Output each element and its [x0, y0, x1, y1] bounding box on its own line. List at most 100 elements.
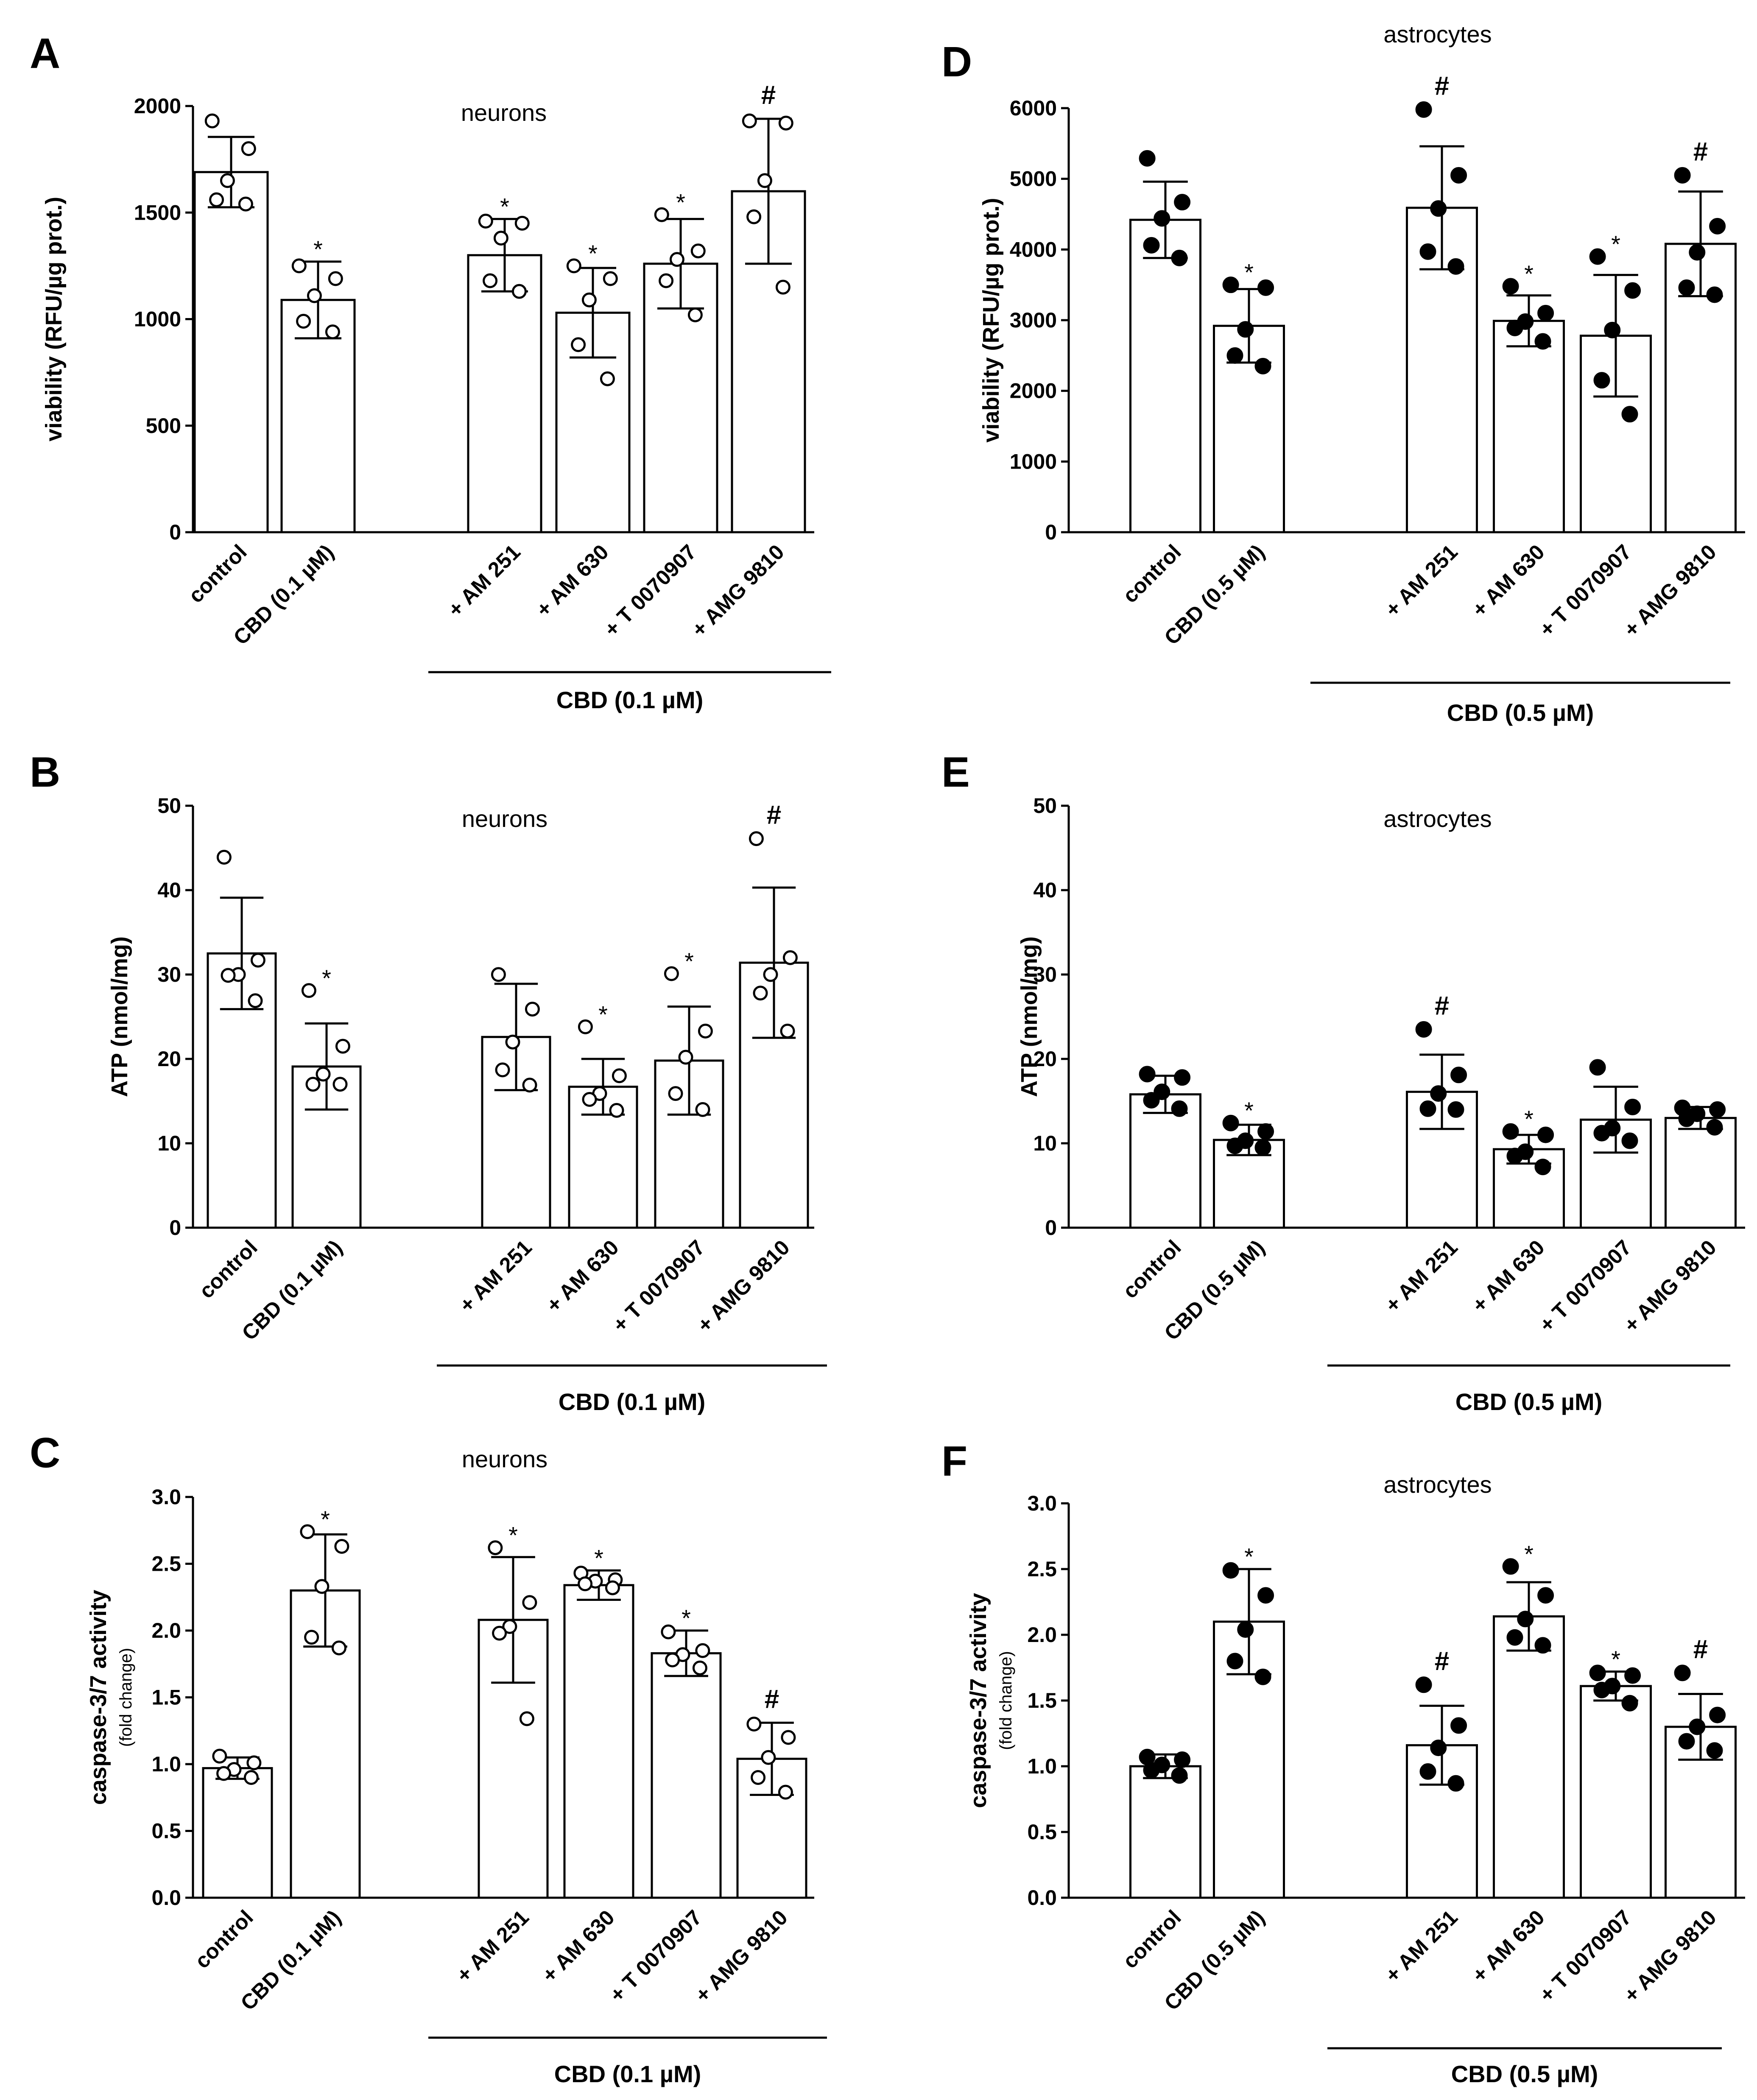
significance-hash: # — [765, 1684, 779, 1714]
data-point — [221, 968, 236, 983]
bar — [1406, 207, 1478, 533]
data-point — [1678, 1733, 1695, 1750]
data-point — [600, 371, 615, 386]
data-point — [1143, 1762, 1160, 1779]
y-tick-label: 40 — [1033, 878, 1057, 902]
panel-title: neurons — [462, 1446, 547, 1472]
data-point — [1537, 304, 1554, 321]
data-point — [578, 1576, 593, 1592]
data-point — [1447, 1775, 1464, 1792]
data-point — [1174, 1069, 1191, 1086]
data-point — [1257, 1587, 1274, 1604]
data-point — [1674, 1664, 1691, 1681]
x-category-label: + AM 251 — [1380, 1905, 1462, 1987]
data-point — [1502, 1123, 1519, 1140]
data-point — [316, 1067, 331, 1082]
data-point — [1593, 1125, 1610, 1142]
data-point — [1415, 101, 1432, 118]
data-point — [1593, 372, 1610, 389]
y-tick-label: 1000 — [1010, 450, 1057, 473]
data-point — [1589, 1059, 1606, 1076]
data-point — [1143, 237, 1160, 254]
y-tick-label: 1000 — [134, 307, 181, 331]
data-point — [491, 967, 506, 982]
y-tick-label: 3.0 — [1027, 1491, 1057, 1515]
bar — [1493, 320, 1565, 533]
data-point — [1254, 1139, 1271, 1156]
data-point — [1419, 243, 1436, 260]
group-label: CBD (0.1 µM) — [556, 687, 704, 713]
data-point — [248, 993, 263, 1008]
data-point — [578, 1019, 593, 1034]
data-point — [1154, 1084, 1170, 1100]
data-point — [1534, 1637, 1551, 1654]
y-tick-label: 50 — [157, 794, 181, 818]
y-axis-sublabel: (fold change) — [997, 1651, 1015, 1750]
y-tick-label: 1.5 — [1027, 1689, 1057, 1712]
data-point — [502, 1619, 517, 1634]
data-point — [488, 1540, 503, 1555]
data-point — [1415, 1021, 1432, 1038]
panel-title: astrocytes — [1383, 1471, 1492, 1498]
data-point — [1450, 167, 1467, 184]
data-point — [1621, 1695, 1638, 1712]
significance-star: * — [1244, 1097, 1254, 1124]
y-tick-label: 1.5 — [151, 1686, 181, 1709]
data-point — [781, 1730, 796, 1745]
group-label: CBD (0.1 µM) — [559, 1388, 706, 1415]
data-point — [492, 1625, 507, 1641]
y-tick-label: 2000 — [1010, 379, 1057, 403]
bar — [193, 171, 269, 533]
data-point — [1604, 321, 1621, 338]
significance-hash: # — [1435, 71, 1449, 101]
bar — [202, 1767, 273, 1899]
data-point — [1624, 282, 1641, 299]
significance-hash: # — [1693, 1635, 1708, 1664]
significance-star: * — [321, 1506, 330, 1533]
data-point — [1589, 1664, 1606, 1681]
data-point — [1447, 1101, 1464, 1118]
bar — [651, 1652, 722, 1899]
data-point — [1502, 1558, 1519, 1575]
data-point — [505, 1034, 520, 1050]
data-point — [291, 258, 307, 274]
data-point — [669, 252, 684, 267]
data-point — [332, 1077, 348, 1092]
y-axis-label: viability (RFU/µg prot.) — [978, 198, 1004, 442]
significance-hash: # — [1435, 1647, 1449, 1676]
panel-letter: C — [30, 1429, 60, 1477]
data-point — [1689, 244, 1706, 261]
data-point — [250, 952, 265, 968]
x-category-label: + AM 251 — [1380, 1235, 1462, 1317]
y-tick-label: 6000 — [1010, 96, 1057, 120]
data-point — [778, 1784, 793, 1800]
data-point — [1506, 1629, 1523, 1646]
y-tick-label: 1500 — [134, 201, 181, 224]
data-point — [605, 1580, 620, 1595]
x-category-label: + AM 251 — [1380, 540, 1462, 622]
y-tick-label: 0 — [169, 1216, 181, 1240]
panel-letter: A — [30, 30, 60, 77]
y-axis-sublabel: (fold change) — [117, 1648, 135, 1747]
y-tick-label: 0.0 — [1027, 1886, 1057, 1910]
data-point — [1254, 357, 1271, 374]
significance-star: * — [313, 236, 323, 262]
x-category-label: + AM 251 — [452, 1905, 534, 1987]
data-point — [1171, 1767, 1188, 1784]
data-point — [220, 173, 235, 188]
x-category-label: + AMG 9810 — [690, 1905, 792, 2007]
y-tick-label: 30 — [1033, 963, 1057, 986]
y-tick-label: 3.0 — [151, 1485, 181, 1509]
data-point — [334, 1539, 349, 1554]
significance-star: * — [1524, 1541, 1534, 1567]
data-point — [241, 141, 256, 156]
data-point — [582, 1092, 597, 1107]
data-point — [1678, 1110, 1695, 1127]
data-point — [1174, 194, 1191, 211]
data-point — [778, 115, 793, 131]
significance-star: * — [1524, 260, 1534, 287]
data-point — [782, 950, 798, 965]
data-point — [661, 1624, 676, 1639]
y-tick-label: 2000 — [134, 94, 181, 118]
